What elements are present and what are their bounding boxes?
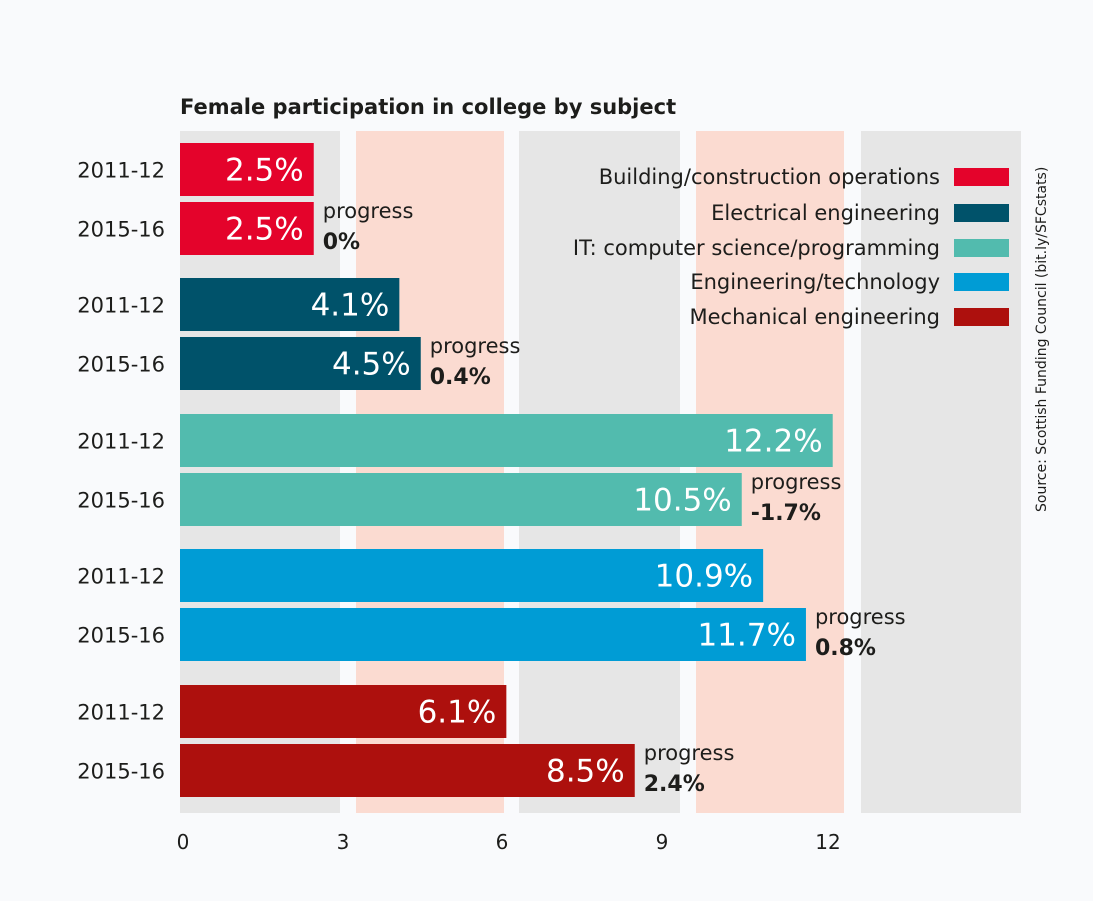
legend-item: Building/construction operations [599,165,1009,189]
background-band [519,131,680,813]
bar [180,337,421,390]
progress-label: progress [430,334,521,358]
x-tick-label: 12 [815,830,840,854]
legend-label: IT: computer science/programming [573,236,940,260]
bar [180,744,635,797]
legend-swatch [954,308,1009,326]
legend-item: Engineering/technology [690,270,1009,294]
x-tick-label: 0 [177,830,190,854]
legend-item: Mechanical engineering [690,305,1009,329]
legend-swatch [954,239,1009,257]
bar-group: 2011-12 4.1% 2015-16 4.5% progress 0.4% [77,278,520,390]
legend-swatch [954,273,1009,291]
bar [180,549,764,602]
x-axis-ticks: 0 3 6 9 12 [177,830,841,854]
legend-label: Building/construction operations [599,165,940,189]
period-label: 2011-12 [77,159,165,183]
bar [180,202,314,255]
legend-item: IT: computer science/programming [573,236,1009,260]
background-bands [180,131,1021,813]
period-label: 2015-16 [77,624,165,648]
progress-label: progress [323,199,414,223]
period-label: 2015-16 [77,760,165,784]
progress-label: progress [815,605,906,629]
bar-value-label: 4.5% [332,347,411,383]
bar-group: 2011-12 12.2% 2015-16 10.5% progress -1.7% [77,414,841,526]
bars: 2011-12 2.5% 2015-16 2.5% progress 0% 2011-12 4… [77,143,906,797]
bar [180,685,507,738]
progress-label: progress [644,741,735,765]
period-label: 2011-12 [77,701,165,725]
progress-value: 0.8% [815,636,876,661]
period-label: 2015-16 [77,353,165,377]
bar [180,608,806,661]
x-tick-label: 9 [656,830,669,854]
bar-value-label: 10.9% [655,559,753,595]
legend: Building/construction operations Electric… [573,165,1009,329]
x-tick-label: 6 [496,830,509,854]
period-label: 2015-16 [77,489,165,513]
progress-value: 0.4% [430,365,491,390]
period-label: 2011-12 [77,294,165,318]
progress-value: 0% [323,230,360,255]
bar-group: 2011-12 10.9% 2015-16 11.7% progress 0.8% [77,549,906,661]
x-tick-label: 3 [337,830,350,854]
bar-group: 2011-12 6.1% 2015-16 8.5% progress 2.4% [77,685,734,797]
bar-value-label: 6.1% [418,695,497,731]
bar [180,473,742,526]
period-label: 2015-16 [77,218,165,242]
bar [180,278,400,331]
period-label: 2011-12 [77,430,165,454]
progress-value: -1.7% [751,501,821,526]
legend-swatch [954,168,1009,186]
legend-item: Electrical engineering [711,201,1009,225]
bar-value-label: 8.5% [546,754,625,790]
bar-value-label: 2.5% [225,153,304,189]
bar-value-label: 2.5% [225,212,304,248]
legend-swatch [954,204,1009,222]
bar [180,414,833,467]
source-note: Source: Scottish Funding Council (bit.ly… [1034,167,1050,512]
background-band [696,131,844,813]
bar [180,143,314,196]
chart-title: Female participation in college by subje… [180,95,676,119]
bar-value-label: 4.1% [311,288,390,324]
legend-label: Engineering/technology [690,270,940,294]
progress-label: progress [751,470,842,494]
bar-value-label: 10.5% [633,483,731,519]
bar-value-label: 11.7% [697,618,795,654]
legend-label: Electrical engineering [711,201,940,225]
progress-value: 2.4% [644,772,705,797]
legend-label: Mechanical engineering [690,305,940,329]
bar-group: 2011-12 2.5% 2015-16 2.5% progress 0% [77,143,413,255]
period-label: 2011-12 [77,565,165,589]
bar-value-label: 12.2% [724,424,822,460]
background-band [861,131,1021,813]
